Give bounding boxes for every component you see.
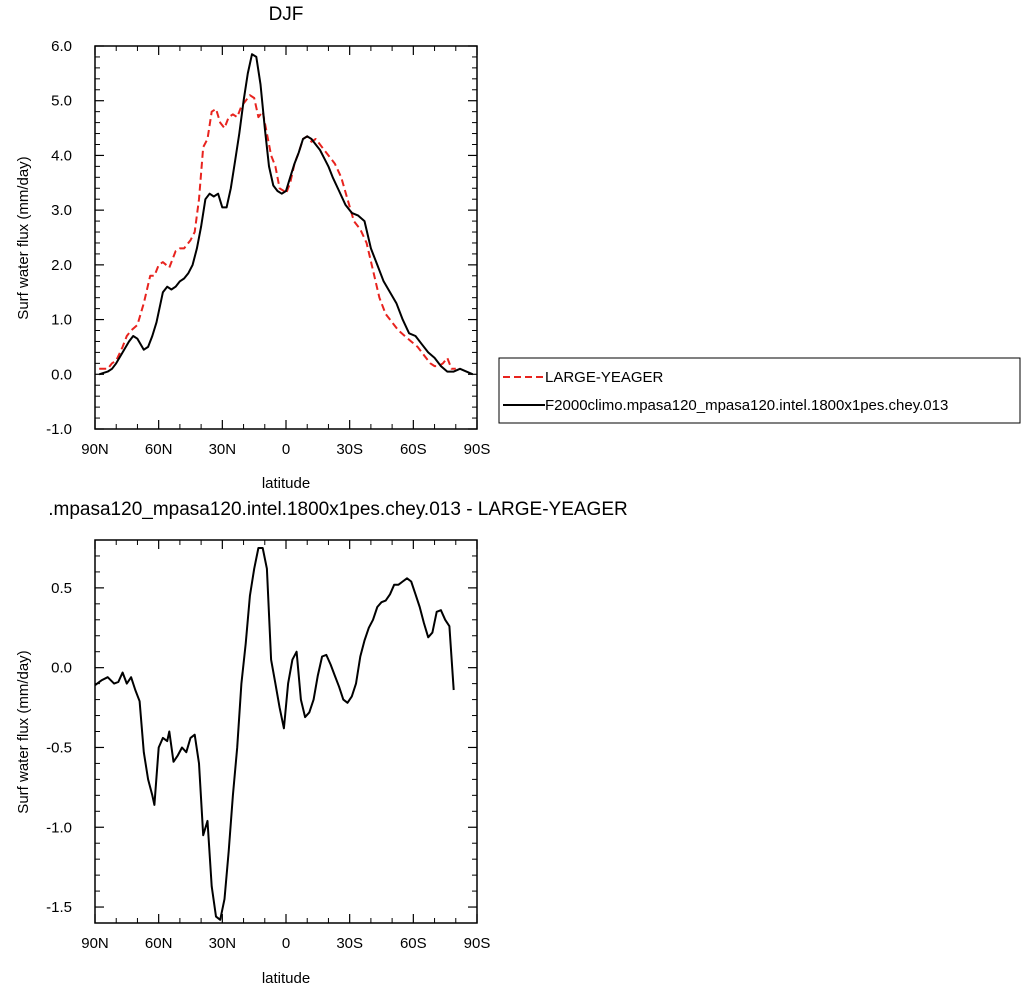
x-tick-label: 0 <box>282 441 290 458</box>
legend-label-large-yeager: LARGE-YEAGER <box>545 369 664 386</box>
x-tick-label: 90S <box>464 935 491 952</box>
x-tick-label: 90N <box>81 441 109 458</box>
plot-area: 90N 60N 30N 0 30S 60S 90S -1.5 -1.0 -0.5 0.0 0.5 <box>46 539 491 952</box>
plot-frame <box>94 539 478 924</box>
panel-djf: DJF latitude Surf water flux (mm/day) 90… <box>15 4 490 492</box>
panel-difference: .mpasa120_mpasa120.intel.1800x1pes.chey.… <box>15 499 628 987</box>
chart-title: DJF <box>269 4 304 25</box>
plot-area: 90N 60N 30N 0 30S 60S 90S -1.0 0.0 1.0 2.0 3.0 4.0 5.… <box>46 38 490 458</box>
plot-frame <box>94 45 478 430</box>
x-tick-label: 30N <box>209 935 237 952</box>
x-tick-label: 90N <box>81 935 109 952</box>
x-tick-label: 60S <box>400 441 427 458</box>
x-axis-label: latitude <box>262 475 310 492</box>
y-tick-label: -1.0 <box>46 819 72 836</box>
y-tick-label: 3.0 <box>51 202 72 219</box>
x-tick-label: 60S <box>400 935 427 952</box>
y-tick-label: 2.0 <box>51 257 72 274</box>
x-tick-label: 60N <box>145 935 173 952</box>
legend-box <box>498 357 1021 424</box>
y-tick-label: 1.0 <box>51 312 72 329</box>
series-line-1 <box>98 53 474 376</box>
x-tick-label: 90S <box>464 441 491 458</box>
x-tick-label: 30S <box>336 441 363 458</box>
x-tick-label: 0 <box>282 935 290 952</box>
series-line-0 <box>94 547 455 921</box>
x-tick-label: 30N <box>209 441 237 458</box>
x-tick-label: 60N <box>145 441 173 458</box>
y-tick-label: 6.0 <box>51 38 72 55</box>
y-tick-label: 0.0 <box>51 366 72 383</box>
x-tick-label: 30S <box>336 935 363 952</box>
x-axis-label: latitude <box>262 970 310 987</box>
chart-title: .mpasa120_mpasa120.intel.1800x1pes.chey.… <box>48 499 627 520</box>
y-tick-label: -1.5 <box>46 899 72 916</box>
y-tick-label: 0.0 <box>51 660 72 677</box>
y-tick-label: 4.0 <box>51 147 72 164</box>
y-tick-label: 0.5 <box>51 580 72 597</box>
series-line-0 <box>99 94 456 370</box>
y-tick-label: -0.5 <box>46 739 72 756</box>
legend: LARGE-YEAGER F2000climo.mpasa120_mpasa12… <box>498 357 1021 424</box>
y-axis-label: Surf water flux (mm/day) <box>15 156 32 319</box>
y-axis-label: Surf water flux (mm/day) <box>15 650 32 813</box>
y-tick-label: 5.0 <box>51 93 72 110</box>
legend-label-f2000climo: F2000climo.mpasa120_mpasa120.intel.1800x… <box>545 397 948 414</box>
y-tick-label: -1.0 <box>46 421 72 438</box>
